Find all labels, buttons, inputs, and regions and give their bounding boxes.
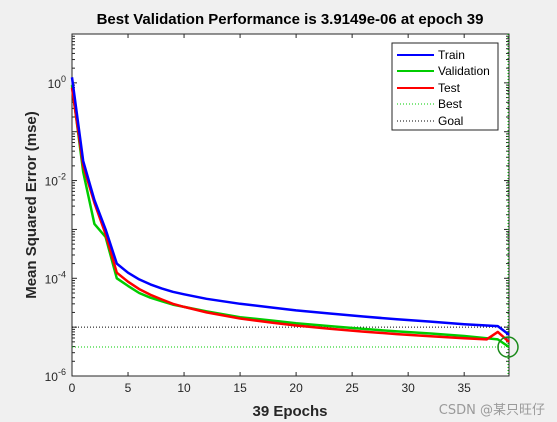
legend-label-best: Best — [438, 97, 463, 111]
x-tick-label: 30 — [401, 381, 415, 395]
legend: Train Validation Test Best Goal — [391, 42, 499, 131]
y-tick-label: 10-6 — [45, 367, 66, 384]
x-axis-label: 39 Epochs — [252, 403, 327, 420]
x-tick-label: 15 — [233, 381, 247, 395]
series-line-train — [70, 77, 510, 336]
legend-box — [391, 42, 499, 131]
axes-box — [71, 33, 510, 377]
x-tick-label: 20 — [289, 381, 303, 395]
y-axis-label: Mean Squared Error (mse) — [23, 111, 40, 299]
x-tick-label: 10 — [177, 381, 191, 395]
series-line-test — [70, 87, 510, 343]
chart-title: Best Validation Performance is 3.9149e-0… — [97, 11, 484, 28]
axes: 0 5 10 15 20 25 30 35 10-6 10-4 10-2 100 — [45, 33, 510, 395]
y-tick-label: 10-4 — [45, 269, 66, 286]
reference-lines — [72, 34, 509, 376]
legend-label-goal: Goal — [438, 114, 463, 128]
legend-label-validation: Validation — [438, 64, 490, 78]
x-tick-label: 25 — [345, 381, 359, 395]
x-tick-label: 0 — [69, 381, 76, 395]
legend-label-train: Train — [438, 48, 465, 62]
legend-label-test: Test — [438, 81, 461, 95]
x-tick-label: 35 — [457, 381, 471, 395]
watermark: CSDN @某只旺仔 — [438, 403, 545, 418]
best-epoch-marker — [497, 336, 519, 358]
x-tick-label: 5 — [125, 381, 132, 395]
best-marker — [497, 336, 519, 358]
y-tick-label: 10-2 — [45, 172, 66, 189]
y-tick-label: 100 — [48, 74, 66, 91]
series-lines — [70, 77, 510, 349]
